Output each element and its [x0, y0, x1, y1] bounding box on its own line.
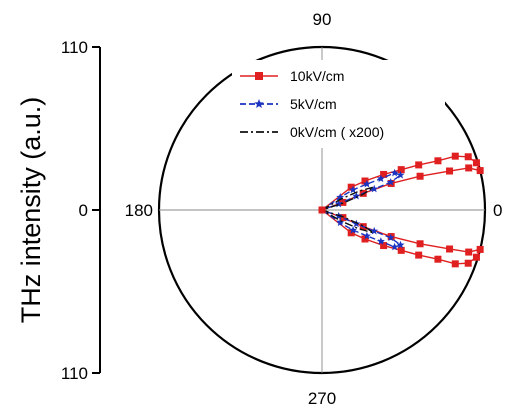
data-point	[349, 185, 358, 194]
angle-label-270: 270	[308, 389, 336, 408]
data-point	[352, 191, 361, 200]
data-point	[361, 177, 369, 185]
data-point	[370, 226, 379, 235]
data-point	[349, 225, 358, 234]
legend-label-10kv: 10kV/cm	[290, 68, 344, 84]
legend-entry-0kv: 0kV/cm ( x200)	[240, 124, 384, 140]
legend-entry-10kv: 10kV/cm	[240, 68, 344, 84]
data-point	[370, 184, 379, 193]
data-point	[397, 246, 405, 254]
data-point	[416, 172, 424, 180]
data-point	[465, 164, 473, 172]
series-layer	[318, 152, 484, 268]
data-point	[380, 242, 388, 250]
data-point	[472, 253, 480, 261]
radial-tick-label-middle: 0	[79, 201, 88, 220]
data-point	[386, 233, 395, 242]
data-point	[476, 167, 484, 175]
data-point	[416, 240, 424, 248]
legend-label-5kv: 5kV/cm	[290, 96, 337, 112]
data-point	[362, 231, 371, 240]
radial-tick-label-top: 110	[61, 38, 88, 57]
data-point	[396, 170, 405, 179]
data-point	[336, 218, 345, 227]
data-point	[390, 242, 399, 251]
data-point	[376, 237, 385, 245]
data-point	[376, 174, 385, 183]
legend-entry-5kv: 5kV/cm	[240, 96, 337, 112]
legend: 10kV/cm 5kV/cm 0kV/cm ( x200)	[240, 68, 384, 140]
data-point	[476, 245, 484, 253]
y-axis-label: THz intensity (a.u.)	[16, 97, 46, 324]
data-point	[336, 193, 345, 201]
data-point	[451, 260, 459, 268]
data-point	[361, 235, 369, 243]
angle-labels: 90 180 0 270	[125, 10, 503, 408]
data-point	[446, 245, 454, 253]
data-point	[465, 248, 473, 256]
data-point	[334, 199, 343, 208]
data-point	[446, 167, 454, 175]
data-point	[397, 166, 405, 174]
data-point	[434, 157, 442, 165]
angle-label-90: 90	[313, 10, 332, 29]
data-point	[464, 259, 472, 267]
origin-point	[318, 206, 326, 214]
data-point	[339, 198, 347, 206]
data-point	[386, 178, 395, 186]
data-point	[339, 214, 347, 222]
data-point	[472, 159, 480, 167]
data-point	[415, 251, 423, 259]
data-point	[380, 170, 388, 178]
data-point	[362, 179, 371, 188]
angle-label-180: 180	[125, 201, 153, 220]
legend-label-0kv: 0kV/cm ( x200)	[290, 124, 384, 140]
angle-label-0: 0	[493, 201, 502, 220]
data-point	[347, 183, 355, 191]
data-point	[390, 168, 399, 177]
data-point	[396, 240, 405, 249]
radial-axis: 110 0 110 THz intensity (a.u.)	[16, 38, 101, 383]
radial-tick-label-bottom: 110	[61, 364, 88, 383]
legend-marker-10kv	[255, 72, 263, 80]
data-point	[451, 152, 459, 160]
data-point	[464, 153, 472, 161]
data-point	[415, 161, 423, 169]
data-point	[434, 255, 442, 263]
legend-marker-5kv	[254, 99, 264, 109]
